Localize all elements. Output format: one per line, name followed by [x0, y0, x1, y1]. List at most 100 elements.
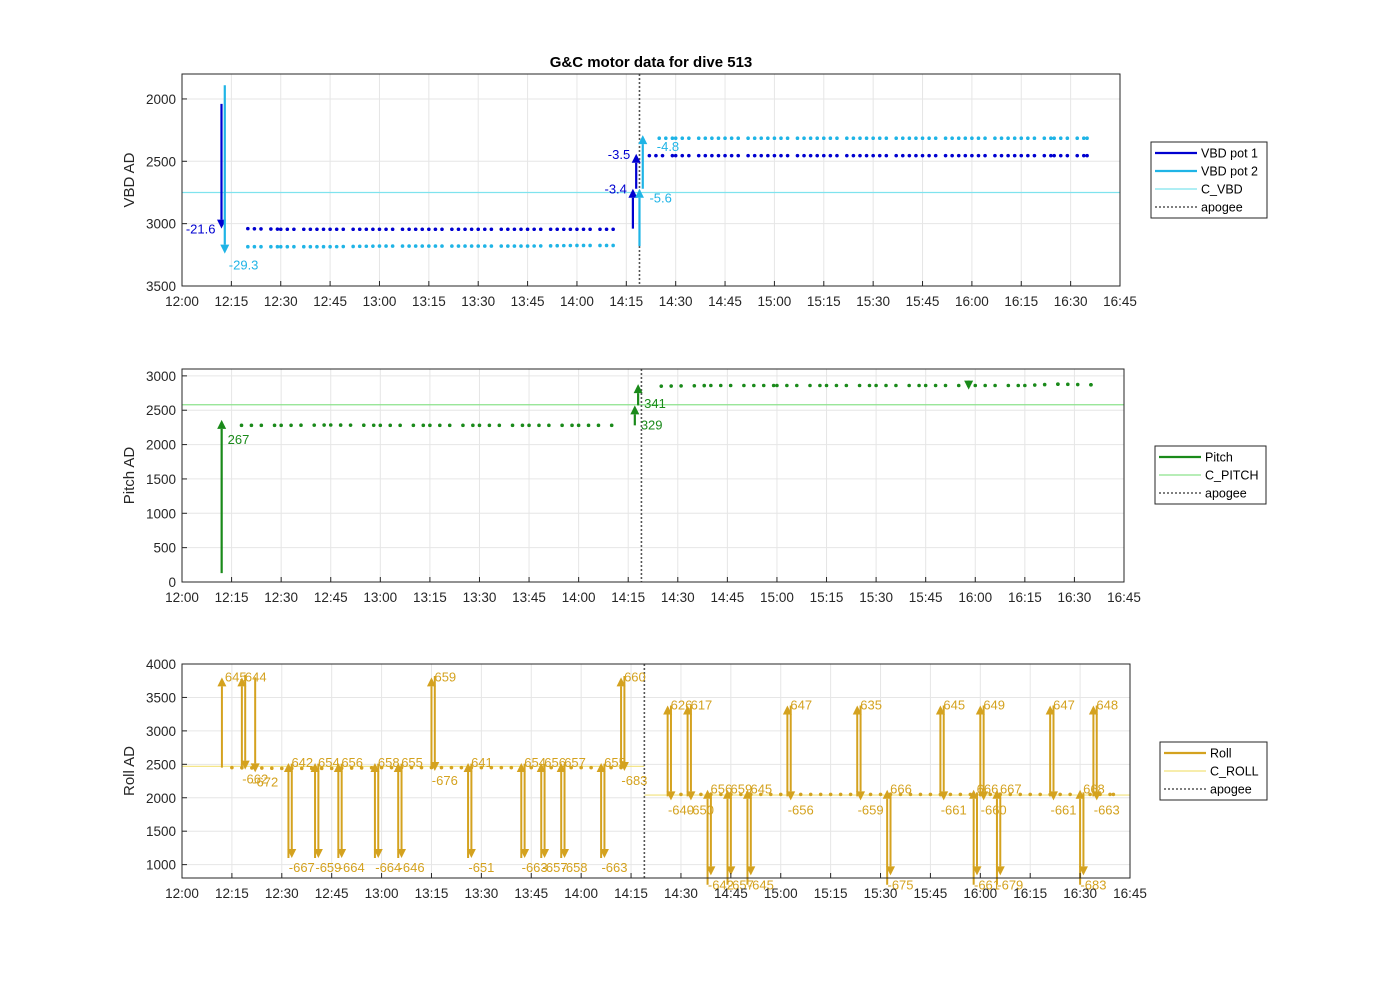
x-tick-label: 12:15: [215, 886, 249, 901]
data-point: [1038, 792, 1042, 797]
x-tick-label: 14:30: [659, 294, 693, 309]
data-point: [983, 136, 987, 141]
roll-spike-arrow-head: [237, 677, 247, 687]
pitch-move-arrow-head: [630, 405, 640, 415]
roll-spike-arrow-head: [782, 705, 792, 715]
data-point: [933, 383, 938, 388]
data-point: [907, 153, 912, 158]
roll-spike-arrow-head: [726, 866, 736, 876]
data-point: [538, 244, 543, 248]
data-point: [285, 227, 290, 232]
x-tick-label: 14:15: [614, 886, 648, 901]
roll-spike-label: -663: [1094, 802, 1120, 817]
data-point: [687, 153, 691, 158]
data-point: [449, 765, 454, 770]
roll-spike-arrow-head: [1075, 789, 1085, 799]
data-point: [739, 792, 743, 797]
data-point: [569, 765, 573, 770]
x-tick-label: 14:00: [562, 590, 596, 605]
legend-entry: apogee: [1210, 783, 1252, 797]
data-point: [1049, 136, 1053, 141]
data-point: [252, 244, 257, 249]
data-point: [950, 153, 954, 158]
data-point: [943, 153, 948, 158]
data-point: [463, 244, 467, 248]
data-point: [802, 153, 806, 158]
data-point: [795, 136, 800, 141]
data-point: [1032, 383, 1037, 387]
x-tick-label: 12:00: [165, 886, 199, 901]
data-point: [894, 153, 898, 158]
data-point: [710, 136, 714, 141]
pitch-move-label: 329: [641, 417, 663, 432]
data-point: [269, 244, 273, 249]
roll-spike-label: 648: [1096, 697, 1118, 712]
data-point: [988, 792, 993, 797]
data-point: [377, 244, 382, 248]
data-point: [586, 423, 591, 428]
roll-spike-label: 655: [401, 755, 423, 770]
data-point: [1018, 792, 1023, 797]
data-point: [538, 227, 543, 232]
x-tick-label: 16:45: [1113, 886, 1147, 901]
data-point: [520, 423, 525, 428]
x-tick-label: 14:00: [564, 886, 598, 901]
data-point: [555, 227, 559, 232]
data-point: [384, 244, 388, 248]
legend-entry: apogee: [1201, 201, 1243, 215]
data-point: [334, 227, 339, 232]
legend-entry: VBD pot 1: [1201, 147, 1258, 161]
data-point: [920, 136, 925, 141]
roll-spike-arrow-head: [463, 762, 473, 772]
data-point: [1058, 792, 1062, 797]
data-point: [710, 153, 714, 158]
data-point: [821, 153, 826, 158]
x-tick-label: 16:45: [1103, 294, 1137, 309]
data-point: [914, 136, 918, 141]
data-point: [976, 136, 981, 141]
x-tick-label: 16:30: [1058, 590, 1092, 605]
data-point: [259, 227, 263, 231]
roll-spike-label: 645: [750, 782, 772, 797]
data-point: [278, 244, 283, 249]
data-point: [359, 766, 364, 770]
data-point: [1019, 153, 1024, 158]
roll-spike-arrow-head: [1045, 705, 1055, 715]
data-point: [918, 792, 923, 797]
data-point: [746, 153, 750, 158]
x-tick-label: 14:00: [560, 294, 594, 309]
data-point: [440, 244, 444, 248]
plot-area: [182, 664, 1130, 878]
data-point: [398, 423, 402, 428]
data-point: [680, 153, 685, 158]
roll-spike-label: -645: [748, 877, 774, 892]
data-point: [611, 243, 615, 248]
x-tick-label: 13:30: [463, 590, 497, 605]
data-point: [348, 423, 353, 427]
data-point: [723, 153, 727, 158]
roll-spike-arrow-head: [939, 791, 949, 801]
y-tick-label: 0: [168, 575, 176, 590]
data-point: [259, 423, 264, 428]
data-point: [736, 136, 741, 141]
x-tick-label: 12:45: [313, 294, 347, 309]
data-point: [497, 423, 502, 428]
roll-spike-label: -659: [858, 802, 884, 817]
roll-spike-arrow-head: [852, 705, 862, 715]
data-point: [506, 244, 510, 248]
data-point: [519, 227, 523, 232]
roll-spike-label: -676: [432, 773, 458, 788]
roll-spike-arrow-head: [1048, 791, 1058, 801]
data-point: [1006, 153, 1010, 158]
data-point: [828, 136, 833, 141]
data-point: [1019, 136, 1024, 141]
x-tick-label: 16:30: [1063, 886, 1097, 901]
data-point: [1006, 383, 1011, 388]
data-point: [761, 383, 766, 388]
x-tick-label: 16:45: [1107, 590, 1141, 605]
data-point: [772, 153, 777, 158]
roll-spike-label: -675: [888, 877, 914, 892]
legend-entry: apogee: [1205, 487, 1247, 501]
data-point: [308, 227, 313, 232]
data-point: [680, 136, 685, 141]
